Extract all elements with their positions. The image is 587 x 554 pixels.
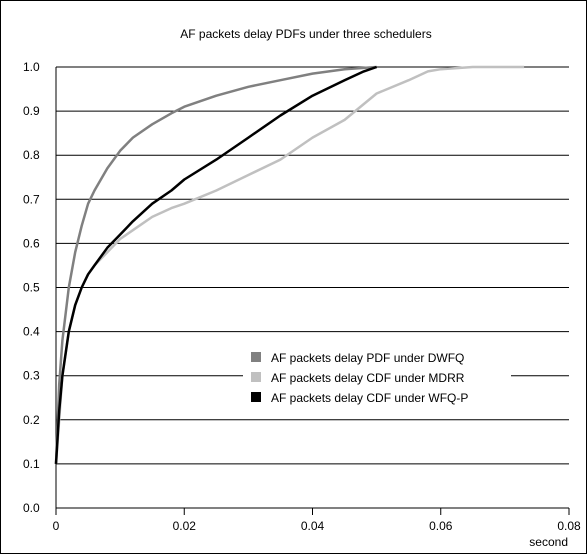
x-tick-label: 0.04 bbox=[301, 519, 325, 533]
legend-swatch bbox=[251, 352, 261, 362]
x-axis-label: second bbox=[529, 535, 568, 549]
y-tick-label: 0.8 bbox=[23, 148, 40, 162]
series-lines bbox=[54, 65, 525, 464]
y-tick-labels: 0.0 0.1 0.2 0.3 0.4 0.5 0.6 0.7 0.8 0.9 1.0 bbox=[23, 60, 40, 515]
chart-title: AF packets delay PDFs under three schedu… bbox=[180, 27, 431, 41]
y-tick-label: 0.7 bbox=[23, 192, 40, 206]
legend: AF packets delay PDF under DWFQ AF packet… bbox=[243, 349, 511, 407]
y-tick-label: 0.6 bbox=[23, 236, 40, 250]
series-line-1 bbox=[54, 65, 377, 464]
x-tick-labels: 0 0.02 0.04 0.06 0.08 bbox=[53, 519, 581, 533]
legend-background bbox=[243, 369, 511, 387]
axes bbox=[55, 67, 570, 515]
x-tick-label: 0.02 bbox=[173, 519, 197, 533]
legend-swatch bbox=[251, 392, 261, 402]
y-tick-label: 0.2 bbox=[23, 413, 40, 427]
legend-label: AF packets delay PDF under DWFQ bbox=[271, 351, 464, 365]
y-tick-label: 0.4 bbox=[23, 325, 40, 339]
y-tick-label: 0.1 bbox=[23, 457, 40, 471]
x-tick-label: 0.08 bbox=[557, 519, 581, 533]
y-tick-label: 0.3 bbox=[23, 369, 40, 383]
x-tick-label: 0.06 bbox=[429, 519, 453, 533]
y-tick-label: 0.9 bbox=[23, 104, 40, 118]
legend-background bbox=[243, 349, 511, 367]
y-tick-label: 0.0 bbox=[23, 501, 40, 515]
x-tick-label: 0 bbox=[53, 519, 60, 533]
y-tick-label: 0.5 bbox=[23, 281, 40, 295]
series-line-3 bbox=[54, 65, 378, 464]
legend-label: AF packets delay CDF under WFQ-P bbox=[271, 391, 468, 405]
y-tick-label: 1.0 bbox=[23, 60, 40, 74]
legend-label: AF packets delay CDF under MDRR bbox=[271, 371, 465, 385]
legend-swatch bbox=[251, 372, 261, 382]
legend-background bbox=[243, 389, 511, 407]
